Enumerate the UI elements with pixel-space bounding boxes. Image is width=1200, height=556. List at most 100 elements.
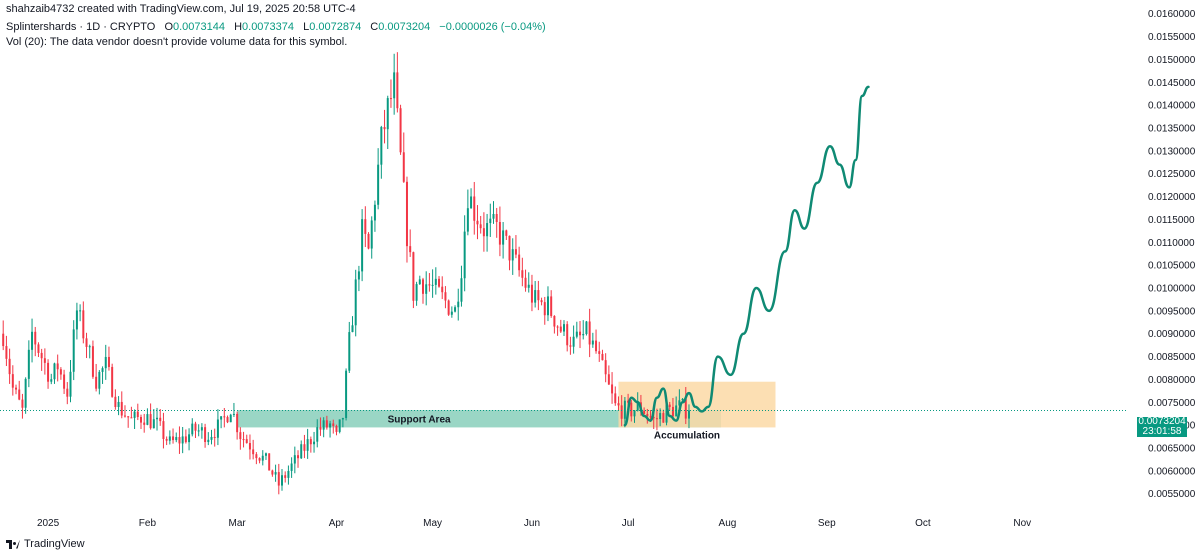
candle bbox=[508, 235, 511, 271]
candle-body bbox=[258, 458, 261, 461]
candle-body bbox=[322, 420, 325, 430]
candle-body bbox=[386, 98, 389, 130]
candle bbox=[454, 305, 457, 313]
candle-body bbox=[418, 279, 421, 285]
candle bbox=[303, 434, 306, 459]
candle-body bbox=[178, 437, 181, 444]
zone-labels: Support Area Accumulation bbox=[388, 415, 720, 442]
accumulation-label: Accumulation bbox=[654, 430, 720, 441]
candle bbox=[489, 203, 492, 237]
candle bbox=[264, 452, 267, 460]
x-tick-label: Nov bbox=[1013, 518, 1031, 529]
candle bbox=[213, 428, 216, 447]
candle-body bbox=[104, 356, 107, 369]
candle bbox=[11, 365, 14, 396]
candle bbox=[149, 403, 152, 430]
candle bbox=[309, 436, 312, 453]
candle-body bbox=[242, 439, 245, 441]
price-axis: 0.00550000.00600000.00650000.00700000.00… bbox=[1148, 9, 1196, 500]
candle-body bbox=[572, 336, 575, 347]
candle bbox=[396, 52, 399, 113]
candle-body bbox=[550, 296, 553, 316]
candle bbox=[24, 377, 27, 414]
low-value: 0.0072874 bbox=[309, 21, 362, 33]
candle bbox=[111, 363, 114, 398]
candle bbox=[146, 408, 149, 426]
candle-body bbox=[8, 358, 11, 375]
candle bbox=[389, 79, 392, 108]
y-tick-label: 0.0155000 bbox=[1148, 32, 1196, 43]
candle-body bbox=[559, 326, 562, 332]
candle bbox=[329, 420, 332, 438]
candle-body bbox=[492, 213, 495, 219]
candle-body bbox=[556, 326, 559, 328]
candle-body bbox=[207, 439, 210, 443]
candle-body bbox=[486, 223, 489, 237]
candle-body bbox=[649, 416, 652, 418]
candle-body bbox=[191, 423, 194, 435]
candle bbox=[447, 299, 450, 316]
candle-body bbox=[5, 346, 8, 359]
candle bbox=[95, 363, 98, 392]
candle-body bbox=[213, 436, 216, 438]
candle-body bbox=[627, 400, 630, 403]
candle-body bbox=[152, 419, 155, 429]
candle-body bbox=[313, 441, 316, 445]
candle-body bbox=[575, 331, 578, 337]
candle bbox=[463, 215, 466, 292]
candle bbox=[191, 418, 194, 437]
candle-body bbox=[495, 213, 498, 222]
candle bbox=[566, 321, 569, 352]
candle-body bbox=[319, 427, 322, 430]
candle bbox=[617, 396, 620, 411]
candle bbox=[553, 315, 556, 334]
symbol-label[interactable]: Splintershards · 1D · CRYPTO bbox=[6, 21, 156, 33]
candle bbox=[63, 369, 66, 394]
candle-body bbox=[194, 423, 197, 431]
projection-path[interactable] bbox=[623, 85, 870, 427]
candle bbox=[223, 407, 226, 428]
candle-body bbox=[98, 371, 101, 389]
y-tick-label: 0.0150000 bbox=[1148, 55, 1196, 66]
ohlc-legend[interactable]: Splintershards · 1D · CRYPTO O0.0073144 … bbox=[6, 21, 546, 34]
candle-body bbox=[511, 249, 514, 261]
candle bbox=[345, 368, 348, 421]
volume-note[interactable]: Vol (20): The data vendor doesn't provid… bbox=[6, 36, 347, 49]
candle bbox=[591, 332, 594, 348]
candle bbox=[53, 362, 56, 384]
candle-body bbox=[325, 420, 328, 428]
candle bbox=[687, 404, 690, 429]
candle-body bbox=[373, 204, 376, 221]
candle-body bbox=[184, 436, 187, 443]
candle bbox=[399, 104, 402, 155]
candle-body bbox=[133, 411, 136, 418]
candle-body bbox=[303, 444, 306, 451]
candle bbox=[123, 405, 126, 418]
tradingview-logo-icon bbox=[6, 539, 20, 549]
candle-body bbox=[659, 413, 662, 420]
candle bbox=[373, 200, 376, 232]
tradingview-logo[interactable]: TradingView bbox=[6, 538, 85, 550]
accumulation-zone[interactable] bbox=[618, 381, 776, 428]
candle-body bbox=[582, 334, 585, 336]
candle bbox=[425, 271, 428, 306]
candle-body bbox=[447, 300, 450, 315]
last-price-tag: 0.0073204 23:01:58 bbox=[1137, 417, 1187, 437]
support-area-label: Support Area bbox=[388, 415, 451, 426]
candle-body bbox=[514, 249, 517, 255]
candle bbox=[226, 415, 229, 424]
candle bbox=[559, 319, 562, 333]
y-tick-label: 0.0105000 bbox=[1148, 261, 1196, 272]
x-tick-label: Oct bbox=[915, 518, 931, 529]
candle-body bbox=[457, 301, 460, 308]
candle-body bbox=[566, 324, 569, 346]
candle bbox=[511, 238, 514, 275]
high-label: H bbox=[234, 21, 243, 33]
candle bbox=[59, 367, 62, 380]
candle bbox=[527, 272, 530, 293]
candle bbox=[514, 235, 517, 259]
support-area-zone[interactable] bbox=[237, 410, 722, 428]
x-tick-label: Aug bbox=[719, 518, 737, 529]
candle-body bbox=[117, 401, 120, 407]
